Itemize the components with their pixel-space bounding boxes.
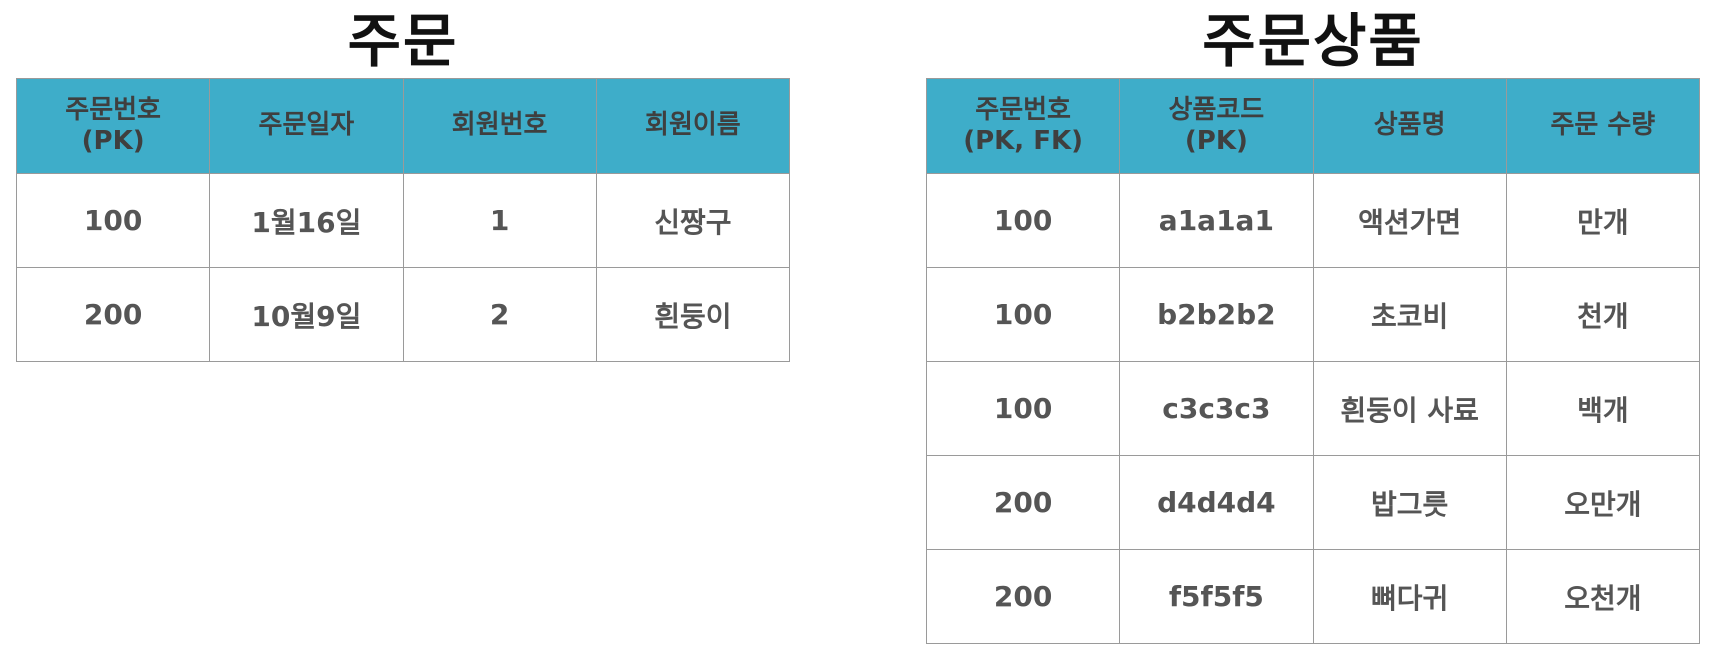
orders-header-cell: 회원이름 <box>595 78 791 174</box>
order-items-cell: 초코비 <box>1312 267 1507 362</box>
order-items-cell: 200 <box>925 549 1121 644</box>
order-items-row: 100 b2b2b2 초코비 천개 <box>925 267 1701 362</box>
order-items-title: 주문상품 <box>1202 7 1424 75</box>
orders-row: 100 1월16일 1 신짱구 <box>15 173 791 268</box>
order-items-header-row: 주문번호 (PK, FK) 상품코드 (PK) 상품명 주문 수량 <box>925 78 1701 174</box>
order-items-row: 100 c3c3c3 흰둥이 사료 백개 <box>925 361 1701 456</box>
order-items-cell: b2b2b2 <box>1119 267 1314 362</box>
order-items-row: 200 f5f5f5 뼈다귀 오천개 <box>925 549 1701 644</box>
order-items-header-cell: 주문번호 (PK, FK) <box>925 78 1121 174</box>
order-items-row: 100 a1a1a1 액션가면 만개 <box>925 173 1701 268</box>
orders-title: 주문 <box>347 7 459 75</box>
order-items-cell: 100 <box>925 361 1121 456</box>
order-items-cell: 뼈다귀 <box>1312 549 1507 644</box>
order-items-cell: 밥그릇 <box>1312 455 1507 550</box>
orders-header-cell: 회원번호 <box>402 78 597 174</box>
orders-cell: 10월9일 <box>209 267 404 362</box>
order-items-cell: 오천개 <box>1505 549 1701 644</box>
orders-panel: 주문 주문번호 (PK) 주문일자 회원번호 회원이름 100 1월16일 1 … <box>15 0 791 362</box>
order-items-cell: 천개 <box>1505 267 1701 362</box>
orders-header-cell: 주문번호 (PK) <box>15 78 211 174</box>
orders-cell: 2 <box>402 267 597 362</box>
orders-cell: 신짱구 <box>595 173 791 268</box>
orders-cell: 1 <box>402 173 597 268</box>
order-items-cell: 200 <box>925 455 1121 550</box>
order-items-cell: f5f5f5 <box>1119 549 1314 644</box>
order-items-cell: d4d4d4 <box>1119 455 1314 550</box>
order-items-cell: 백개 <box>1505 361 1701 456</box>
orders-row: 200 10월9일 2 흰둥이 <box>15 267 791 362</box>
order-items-header-cell: 주문 수량 <box>1505 78 1701 174</box>
order-items-table: 주문번호 (PK, FK) 상품코드 (PK) 상품명 주문 수량 100 a1… <box>925 78 1701 644</box>
order-items-cell: 오만개 <box>1505 455 1701 550</box>
order-items-cell: a1a1a1 <box>1119 173 1314 268</box>
order-items-cell: 액션가면 <box>1312 173 1507 268</box>
order-items-header-cell: 상품코드 (PK) <box>1119 78 1314 174</box>
orders-cell: 200 <box>15 267 211 362</box>
order-items-header-cell: 상품명 <box>1312 78 1507 174</box>
order-items-cell: c3c3c3 <box>1119 361 1314 456</box>
orders-table: 주문번호 (PK) 주문일자 회원번호 회원이름 100 1월16일 1 신짱구… <box>15 78 791 362</box>
order-items-cell: 흰둥이 사료 <box>1312 361 1507 456</box>
order-items-panel: 주문상품 주문번호 (PK, FK) 상품코드 (PK) 상품명 주문 수량 1… <box>925 0 1701 644</box>
orders-cell: 1월16일 <box>209 173 404 268</box>
orders-header-cell: 주문일자 <box>209 78 404 174</box>
orders-cell: 흰둥이 <box>595 267 791 362</box>
order-items-cell: 100 <box>925 267 1121 362</box>
orders-cell: 100 <box>15 173 211 268</box>
order-items-cell: 100 <box>925 173 1121 268</box>
order-items-row: 200 d4d4d4 밥그릇 오만개 <box>925 455 1701 550</box>
order-items-cell: 만개 <box>1505 173 1701 268</box>
orders-header-row: 주문번호 (PK) 주문일자 회원번호 회원이름 <box>15 78 791 174</box>
